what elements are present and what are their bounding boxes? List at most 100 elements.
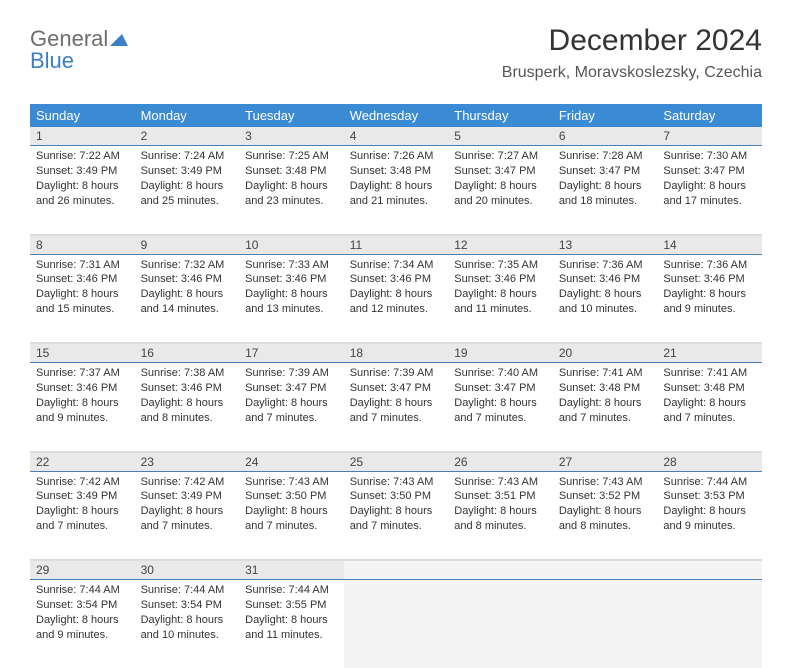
day-number: 7 — [657, 127, 762, 146]
day-number: 31 — [239, 561, 344, 580]
day-ss: Sunset: 3:47 PM — [454, 381, 547, 396]
day-number: 25 — [344, 453, 449, 472]
day-cell: Sunrise: 7:41 AMSunset: 3:48 PMDaylight:… — [553, 363, 658, 451]
day-body-row: Sunrise: 7:37 AMSunset: 3:46 PMDaylight:… — [30, 363, 762, 451]
day-d1: Daylight: 8 hours — [36, 613, 129, 628]
day-number — [448, 561, 553, 580]
day-d1: Daylight: 8 hours — [454, 396, 547, 411]
day-body-row: Sunrise: 7:42 AMSunset: 3:49 PMDaylight:… — [30, 471, 762, 559]
day-number — [344, 561, 449, 580]
page-title: December 2024 — [502, 24, 762, 58]
day-sr: Sunrise: 7:41 AM — [663, 366, 756, 381]
day-number: 23 — [135, 453, 240, 472]
day-number: 22 — [30, 453, 135, 472]
day-d1: Daylight: 8 hours — [245, 613, 338, 628]
day-d1: Daylight: 8 hours — [663, 504, 756, 519]
day-d2: and 17 minutes. — [663, 194, 756, 209]
day-cell: Sunrise: 7:43 AMSunset: 3:51 PMDaylight:… — [448, 471, 553, 559]
day-number — [657, 561, 762, 580]
day-ss: Sunset: 3:49 PM — [36, 164, 129, 179]
logo: General Blue — [30, 28, 128, 72]
day-sr: Sunrise: 7:36 AM — [663, 258, 756, 273]
day-d2: and 7 minutes. — [663, 411, 756, 426]
dow-thursday: Thursday — [448, 104, 553, 127]
daynum-row: 15161718192021 — [30, 344, 762, 363]
day-d1: Daylight: 8 hours — [350, 287, 443, 302]
day-sr: Sunrise: 7:22 AM — [36, 149, 129, 164]
day-d2: and 9 minutes. — [663, 302, 756, 317]
day-number: 20 — [553, 344, 658, 363]
day-ss: Sunset: 3:50 PM — [245, 489, 338, 504]
day-sr: Sunrise: 7:39 AM — [350, 366, 443, 381]
day-ss: Sunset: 3:47 PM — [350, 381, 443, 396]
day-d1: Daylight: 8 hours — [36, 287, 129, 302]
day-ss: Sunset: 3:53 PM — [663, 489, 756, 504]
day-number: 30 — [135, 561, 240, 580]
day-sr: Sunrise: 7:25 AM — [245, 149, 338, 164]
day-sr: Sunrise: 7:43 AM — [350, 475, 443, 490]
calendar-table: Sunday Monday Tuesday Wednesday Thursday… — [30, 104, 762, 668]
day-sr: Sunrise: 7:24 AM — [141, 149, 234, 164]
day-cell: Sunrise: 7:43 AMSunset: 3:50 PMDaylight:… — [344, 471, 449, 559]
day-cell: Sunrise: 7:28 AMSunset: 3:47 PMDaylight:… — [553, 146, 658, 234]
dow-row: Sunday Monday Tuesday Wednesday Thursday… — [30, 104, 762, 127]
day-d1: Daylight: 8 hours — [663, 179, 756, 194]
day-d2: and 13 minutes. — [245, 302, 338, 317]
day-sr: Sunrise: 7:44 AM — [36, 583, 129, 598]
day-cell: Sunrise: 7:25 AMSunset: 3:48 PMDaylight:… — [239, 146, 344, 234]
day-number: 11 — [344, 236, 449, 255]
day-d2: and 12 minutes. — [350, 302, 443, 317]
day-cell: Sunrise: 7:40 AMSunset: 3:47 PMDaylight:… — [448, 363, 553, 451]
day-cell: Sunrise: 7:43 AMSunset: 3:52 PMDaylight:… — [553, 471, 658, 559]
day-number: 18 — [344, 344, 449, 363]
day-ss: Sunset: 3:49 PM — [141, 164, 234, 179]
day-cell — [344, 580, 449, 668]
day-d1: Daylight: 8 hours — [245, 504, 338, 519]
day-d1: Daylight: 8 hours — [559, 396, 652, 411]
day-sr: Sunrise: 7:34 AM — [350, 258, 443, 273]
day-ss: Sunset: 3:46 PM — [141, 381, 234, 396]
dow-friday: Friday — [553, 104, 658, 127]
day-d1: Daylight: 8 hours — [245, 287, 338, 302]
day-cell: Sunrise: 7:26 AMSunset: 3:48 PMDaylight:… — [344, 146, 449, 234]
day-ss: Sunset: 3:47 PM — [559, 164, 652, 179]
day-cell: Sunrise: 7:38 AMSunset: 3:46 PMDaylight:… — [135, 363, 240, 451]
day-d2: and 8 minutes. — [141, 411, 234, 426]
day-number: 26 — [448, 453, 553, 472]
dow-sunday: Sunday — [30, 104, 135, 127]
day-d2: and 9 minutes. — [36, 628, 129, 643]
day-d1: Daylight: 8 hours — [454, 504, 547, 519]
day-ss: Sunset: 3:46 PM — [350, 272, 443, 287]
day-sr: Sunrise: 7:33 AM — [245, 258, 338, 273]
day-d2: and 7 minutes. — [245, 411, 338, 426]
day-ss: Sunset: 3:47 PM — [663, 164, 756, 179]
dow-tuesday: Tuesday — [239, 104, 344, 127]
day-ss: Sunset: 3:46 PM — [454, 272, 547, 287]
day-number: 10 — [239, 236, 344, 255]
day-number: 19 — [448, 344, 553, 363]
day-cell — [657, 580, 762, 668]
day-d1: Daylight: 8 hours — [141, 504, 234, 519]
logo-triangle-icon — [110, 28, 128, 50]
day-d2: and 11 minutes. — [245, 628, 338, 643]
day-sr: Sunrise: 7:36 AM — [559, 258, 652, 273]
day-d2: and 10 minutes. — [559, 302, 652, 317]
day-d2: and 7 minutes. — [245, 519, 338, 534]
day-d2: and 23 minutes. — [245, 194, 338, 209]
logo-text-2: Blue — [30, 48, 74, 73]
day-d2: and 25 minutes. — [141, 194, 234, 209]
day-d1: Daylight: 8 hours — [559, 179, 652, 194]
day-d1: Daylight: 8 hours — [245, 396, 338, 411]
day-number: 1 — [30, 127, 135, 146]
day-number: 28 — [657, 453, 762, 472]
day-cell: Sunrise: 7:41 AMSunset: 3:48 PMDaylight:… — [657, 363, 762, 451]
day-number: 9 — [135, 236, 240, 255]
page-subtitle: Brusperk, Moravskoslezsky, Czechia — [502, 64, 762, 82]
day-number: 21 — [657, 344, 762, 363]
day-ss: Sunset: 3:48 PM — [350, 164, 443, 179]
day-sr: Sunrise: 7:43 AM — [454, 475, 547, 490]
day-sr: Sunrise: 7:42 AM — [141, 475, 234, 490]
day-cell: Sunrise: 7:36 AMSunset: 3:46 PMDaylight:… — [657, 254, 762, 342]
day-d2: and 9 minutes. — [663, 519, 756, 534]
day-sr: Sunrise: 7:40 AM — [454, 366, 547, 381]
